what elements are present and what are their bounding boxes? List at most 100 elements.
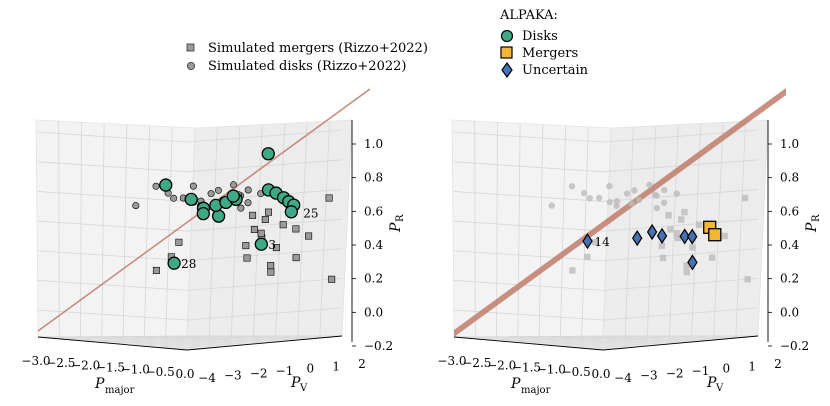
alpaka-disk-point [226, 189, 240, 203]
y-tick-label: −3 [640, 369, 658, 383]
sim-disk-point [606, 198, 613, 206]
x-tick-label: −0.5 [562, 365, 591, 379]
y-tick-label: −2 [666, 366, 684, 380]
floor-grid-line [558, 336, 712, 341]
grid-line [37, 220, 188, 232]
grid-line [602, 189, 759, 202]
grid-line [602, 307, 759, 321]
alpaka-uncertain-point [687, 228, 698, 245]
z-tick-label: −0.2 [364, 339, 393, 353]
sim-disk-point [548, 202, 555, 209]
sim-merger-point [584, 253, 591, 261]
grid-line [186, 189, 343, 202]
legend-alpaka-merger-marker [500, 46, 513, 59]
grid-line [602, 218, 759, 232]
alpaka-disk-point [184, 192, 198, 207]
z-tick-label: 0.0 [780, 305, 799, 319]
floor-grid-line [112, 336, 265, 344]
floor-grid-line [573, 335, 728, 348]
grid-line [453, 250, 604, 262]
sim-merger-point [681, 208, 688, 216]
grid-line [453, 191, 604, 202]
grid-line [186, 218, 343, 232]
sim-merger-point [744, 276, 751, 283]
sim-merger-point [261, 216, 269, 224]
floor-grid-line [127, 335, 281, 346]
point-annotation: 28 [181, 257, 196, 271]
sim-disk-point [606, 182, 613, 190]
x-tick-label: −1.0 [121, 363, 150, 377]
legend-sim-disks-label: Simulated disks (Rizzo+2022) [208, 59, 406, 74]
alpaka-disk-point [167, 256, 181, 270]
z-tick-label: 0.6 [364, 204, 383, 218]
grid-line [37, 250, 188, 262]
floor-grid-line [142, 336, 296, 341]
sim-disk-point [613, 202, 620, 210]
alpaka-uncertain-point [679, 228, 690, 245]
grid-line [37, 191, 188, 202]
grid-line [122, 124, 128, 337]
x-axis-label: P [94, 376, 105, 392]
x-axis-label-sub: major [521, 385, 551, 396]
grid-line [37, 309, 188, 321]
sim-disk-point [661, 186, 668, 194]
sim-disk-point [207, 190, 215, 198]
grid-line [101, 123, 105, 337]
sim-disk-point [214, 186, 222, 194]
x-tick-label: −1.5 [96, 361, 125, 375]
floor-grid-line [142, 335, 296, 347]
grid-line [691, 123, 702, 337]
floor-grid-line [127, 336, 281, 342]
sim-merger-point [695, 221, 703, 228]
legend-sim-mergers-label: Simulated mergers (Rizzo+2022) [208, 41, 428, 56]
grid-line [453, 279, 604, 291]
x-axis-line [37, 336, 188, 351]
y-tick-label: 2 [358, 357, 366, 371]
z-axis-label-sub: R [395, 214, 406, 222]
sim-merger-point [279, 221, 287, 229]
alpaka-uncertain-point [646, 223, 658, 241]
grid-line [538, 124, 544, 337]
z-tick-label: 0.6 [780, 204, 799, 218]
y-tick-label: −4 [614, 371, 632, 385]
sim-merger-point [591, 239, 599, 246]
grid-line [275, 123, 286, 337]
grid-line [165, 126, 173, 337]
grid-line [186, 277, 343, 291]
y-axis-line [186, 335, 343, 351]
y-axis-label-sub: V [299, 383, 308, 394]
grid-line [735, 121, 746, 337]
sim-merger-point [242, 242, 250, 250]
sim-merger-point [264, 208, 272, 216]
grid-line [80, 122, 82, 337]
floor-grid-line [157, 335, 312, 348]
sim-disk-point [613, 197, 621, 205]
grid-line [669, 124, 679, 337]
sim-merger-point [569, 267, 576, 274]
grid-line [297, 122, 308, 337]
sim-merger-point [257, 229, 265, 237]
sim-disk-point [646, 181, 653, 189]
alpaka-uncertain-point [631, 230, 643, 247]
grid-line [453, 131, 604, 143]
sim-disk-point [170, 194, 178, 202]
grid-line [474, 121, 476, 337]
x-tick-label: −1.5 [512, 361, 541, 375]
grid-line [37, 279, 188, 291]
alpaka-disk-point [211, 209, 226, 223]
legend-alpaka-uncertain-marker [501, 61, 513, 79]
sim-merger-point [674, 234, 681, 242]
y-axis-line [602, 335, 759, 351]
alpaka-merger-point [708, 228, 722, 242]
sim-merger-point [292, 254, 300, 262]
sim-merger-point [249, 211, 257, 219]
sim-disk-point [660, 199, 668, 206]
floor-grid-line [588, 335, 743, 338]
grid-line [186, 248, 343, 262]
floor-grid-line [558, 335, 712, 347]
y-tick-label: 1 [748, 359, 756, 373]
y-tick-label: 0 [307, 362, 315, 376]
grid-line [453, 309, 604, 321]
y-tick-label: 2 [774, 357, 782, 371]
